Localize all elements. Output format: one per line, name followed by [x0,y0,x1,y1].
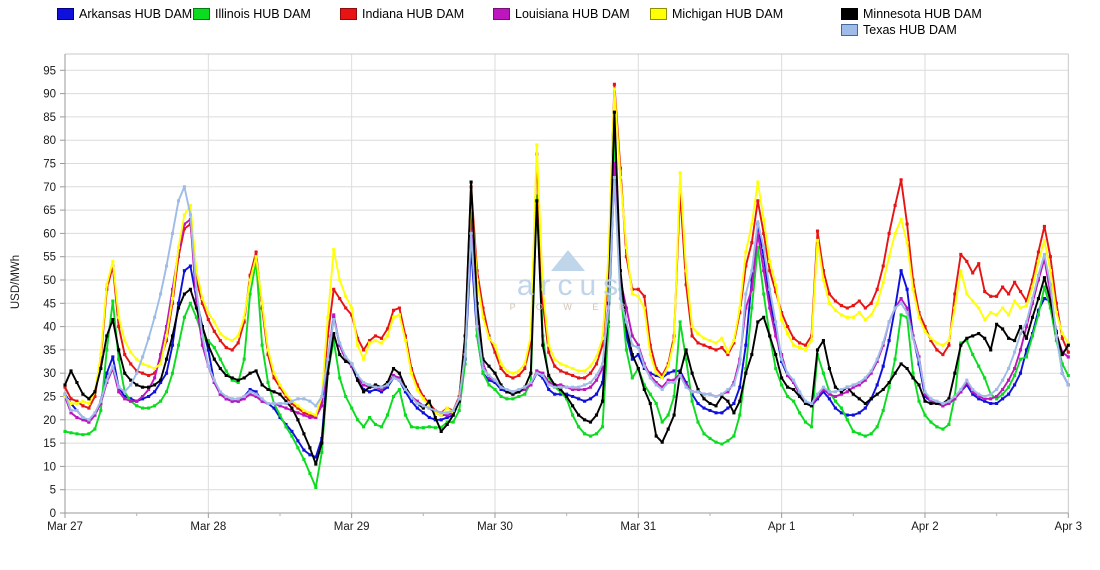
svg-text:80: 80 [43,135,56,147]
svg-text:60: 60 [43,228,56,240]
legend-item-arkansas-hub-dam[interactable]: Arkansas HUB DAM [57,7,192,21]
svg-text:75: 75 [43,159,56,171]
svg-text:45: 45 [43,298,56,310]
svg-text:20: 20 [43,415,56,427]
svg-text:55: 55 [43,252,56,264]
legend-label: Indiana HUB DAM [362,7,465,21]
y-axis-title: USD/MWh [10,254,22,310]
legend-swatch-icon [493,8,510,20]
legend-label: Illinois HUB DAM [215,7,311,21]
svg-text:Mar 31: Mar 31 [620,521,656,533]
svg-text:Apr 3: Apr 3 [1055,521,1083,533]
legend-item-texas-hub-dam[interactable]: Texas HUB DAM [841,23,957,37]
series-markers [63,175,1070,422]
svg-text:Mar 27: Mar 27 [47,521,83,533]
legend-label: Michigan HUB DAM [672,7,784,21]
legend-item-illinois-hub-dam[interactable]: Illinois HUB DAM [193,7,311,21]
legend-swatch-icon [340,8,357,20]
legend-item-louisiana-hub-dam[interactable]: Louisiana HUB DAM [493,7,630,21]
legend-swatch-icon [650,8,667,20]
svg-text:65: 65 [43,205,56,217]
svg-text:50: 50 [43,275,56,287]
legend-label: Texas HUB DAM [863,23,957,37]
svg-text:Apr 1: Apr 1 [768,521,796,533]
svg-text:0: 0 [50,508,56,520]
svg-text:10: 10 [43,461,56,473]
svg-text:40: 40 [43,322,56,334]
svg-text:Mar 28: Mar 28 [190,521,226,533]
legend-swatch-icon [57,8,74,20]
y-axis-ticks-and-labels: 0 5 10 15 20 25 30 35 40 45 50 55 60 65 70 75 80 85 90 95 [43,65,65,520]
svg-text:30: 30 [43,368,56,380]
legend-label: Arkansas HUB DAM [79,7,193,21]
series-michigan-hub-dam [63,87,1070,417]
legend-swatch-icon [193,8,210,20]
series-markers [63,87,1070,417]
legend-label: Minnesota HUB DAM [863,7,982,21]
svg-text:Apr 2: Apr 2 [911,521,939,533]
legend-item-minnesota-hub-dam[interactable]: Minnesota HUB DAM [841,7,982,21]
legend-swatch-icon [841,8,858,20]
svg-text:35: 35 [43,345,56,357]
legend-item-indiana-hub-dam[interactable]: Indiana HUB DAM [340,7,464,21]
svg-text:5: 5 [50,485,56,497]
series-minnesota-hub-dam [63,110,1070,466]
svg-text:Mar 29: Mar 29 [334,521,370,533]
svg-text:85: 85 [43,112,56,124]
legend-label: Louisiana HUB DAM [515,7,630,21]
x-axis-ticks-and-labels: Mar 27 Mar 28 Mar 29 Mar 30 Mar 31 Apr 1 Apr 2… [47,513,1082,533]
series-markers [63,110,1070,466]
svg-text:90: 90 [43,89,56,101]
svg-text:15: 15 [43,438,56,450]
legend-swatch-icon [841,24,858,36]
svg-text:Mar 30: Mar 30 [477,521,513,533]
plot-border [64,53,1069,514]
svg-text:70: 70 [43,182,56,194]
series-texas-hub-dam [63,175,1070,422]
legend-item-michigan-hub-dam[interactable]: Michigan HUB DAM [650,7,783,21]
svg-text:95: 95 [43,65,56,77]
svg-text:25: 25 [43,392,56,404]
gridlines [65,54,1069,513]
